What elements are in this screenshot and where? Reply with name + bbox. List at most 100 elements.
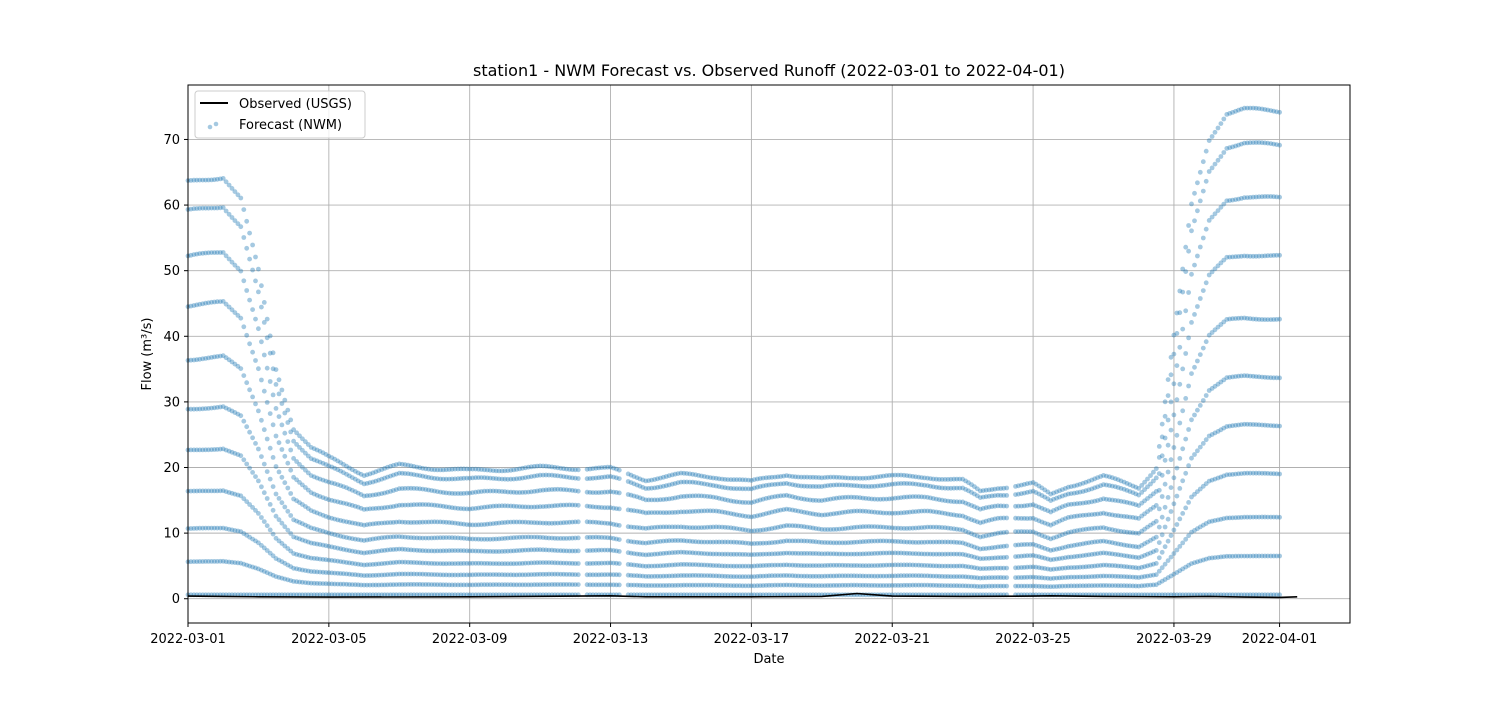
forecast-point: [308, 540, 314, 546]
forecast-point: [534, 488, 540, 494]
forecast-point: [558, 473, 564, 479]
forecast-point: [326, 453, 332, 459]
forecast-point: [449, 535, 455, 541]
forecast-point: [526, 474, 531, 480]
forecast-point: [261, 300, 267, 305]
grid-layer: [187, 85, 1350, 623]
forecast-point: [857, 539, 863, 545]
forecast-point: [1174, 493, 1180, 499]
forecast-point: [1083, 540, 1089, 546]
forecast-point: [1162, 413, 1168, 419]
forecast-point: [1121, 499, 1127, 505]
forecast-point: [235, 411, 241, 417]
forecast-point: [707, 524, 713, 530]
forecast-point: [605, 521, 610, 526]
forecast-point: [860, 539, 866, 545]
forecast-point: [611, 505, 616, 511]
forecast-point: [238, 268, 244, 274]
forecast-point: [247, 256, 253, 262]
forecast-point: [983, 546, 989, 551]
forecast-point: [244, 245, 250, 251]
forecast-point: [464, 522, 470, 527]
forecast-point: [807, 511, 813, 516]
forecast-point: [634, 508, 640, 514]
forecast-point: [1230, 110, 1235, 115]
forecast-point: [1027, 542, 1033, 547]
forecast-point: [261, 352, 267, 358]
forecast-point: [361, 538, 367, 543]
forecast-point: [1048, 498, 1054, 503]
forecast-point: [892, 539, 898, 544]
forecast-point: [722, 485, 728, 491]
forecast-point: [332, 516, 338, 522]
forecast-point: [443, 519, 449, 525]
forecast-point: [1262, 107, 1268, 112]
forecast-point: [341, 534, 346, 540]
forecast-point: [247, 387, 253, 393]
forecast-point: [655, 539, 660, 545]
forecast-point: [922, 539, 927, 545]
forecast-point: [361, 473, 367, 479]
forecast-point: [810, 484, 816, 489]
forecast-point: [367, 480, 373, 486]
forecast-point: [616, 506, 622, 512]
forecast-point: [361, 493, 367, 499]
forecast-point: [338, 500, 343, 505]
forecast-point: [282, 410, 288, 416]
forecast-point: [1253, 194, 1259, 200]
forecast-point: [305, 470, 311, 476]
forecast-point: [1071, 483, 1077, 489]
forecast-point: [1104, 473, 1109, 479]
forecast-point: [602, 489, 608, 495]
forecast-point: [282, 397, 288, 403]
forecast-point: [819, 512, 825, 518]
forecast-point: [637, 540, 643, 545]
forecast-point: [376, 520, 382, 526]
forecast-point: [892, 525, 898, 531]
forecast-point: [188, 406, 194, 412]
forecast-point: [300, 436, 305, 442]
forecast-point: [705, 482, 710, 487]
forecast-point: [669, 481, 675, 487]
forecast-point: [1089, 539, 1095, 545]
forecast-point: [646, 478, 652, 483]
forecast-point: [913, 494, 919, 499]
forecast-point: [435, 489, 440, 494]
forecast-point: [546, 487, 552, 493]
forecast-point: [1118, 529, 1124, 534]
forecast-point: [663, 538, 669, 544]
forecast-point: [716, 524, 722, 530]
forecast-point: [373, 506, 379, 511]
forecast-point: [734, 539, 740, 545]
forecast-point: [966, 488, 971, 494]
forecast-point: [320, 477, 326, 483]
forecast-point: [206, 177, 211, 183]
forecast-point: [1177, 456, 1183, 461]
forecast-point: [616, 549, 622, 554]
forecast-point: [675, 524, 681, 530]
forecast-point: [423, 519, 429, 525]
forecast-point: [1036, 483, 1042, 489]
forecast-point: [200, 177, 206, 183]
forecast-point: [746, 540, 751, 546]
forecast-point: [405, 502, 411, 508]
forecast-point: [229, 215, 235, 220]
forecast-point: [734, 477, 740, 483]
forecast-point: [1244, 316, 1250, 321]
forecast-point: [625, 471, 631, 477]
forecast-point: [998, 493, 1004, 498]
forecast-point: [408, 463, 414, 469]
forecast-point: [1212, 327, 1218, 333]
forecast-point: [995, 515, 1001, 521]
forecast-point: [1183, 351, 1189, 356]
x-tick-label: 2022-03-21: [854, 632, 930, 647]
forecast-point: [992, 545, 998, 550]
forecast-point: [393, 534, 399, 540]
forecast-point: [960, 476, 966, 482]
forecast-point: [749, 514, 754, 520]
forecast-point: [851, 494, 857, 500]
forecast-point: [845, 482, 851, 488]
forecast-point: [1107, 539, 1112, 545]
forecast-point: [1107, 483, 1112, 488]
forecast-point: [1195, 304, 1200, 309]
